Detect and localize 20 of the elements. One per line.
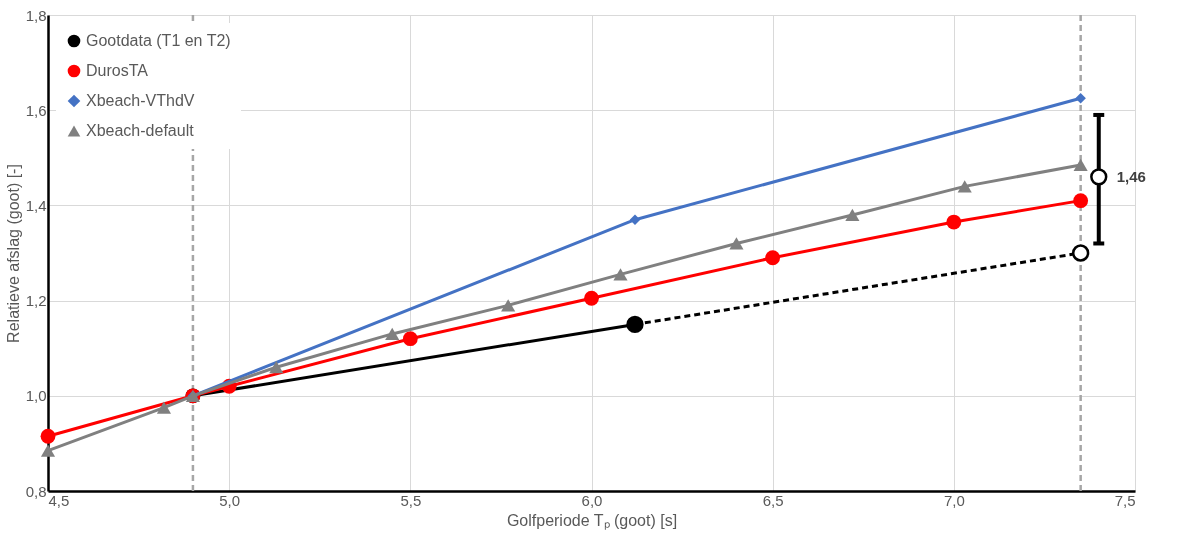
x-axis-title: Golfperiode Tₚ (goot) [s]	[506, 511, 678, 530]
y-axis-title: Relatieve afslag (goot) [-]	[4, 164, 22, 343]
legend-label: Xbeach-default	[86, 122, 195, 139]
y-tick-label: 1,4	[25, 196, 47, 214]
data-label: 1,46	[1116, 167, 1146, 185]
legend-label: DurosTA	[86, 62, 149, 79]
legend-label: Xbeach-VThdV	[86, 92, 195, 109]
y-tick-label: 1,8	[25, 6, 47, 24]
x-tick-label: 7,0	[943, 491, 965, 509]
x-tick-label: 5,0	[219, 491, 241, 509]
legend-label: Gootdata (T1 en T2)	[86, 32, 231, 49]
x-tick-label: 6,5	[762, 491, 784, 509]
x-tick-label: 4,5	[48, 491, 70, 509]
x-tick-label: 6,0	[581, 491, 603, 509]
x-tick-label: 7,5	[1114, 491, 1136, 509]
y-tick-label: 1,6	[25, 101, 47, 119]
y-tick-label: 0,8	[25, 482, 47, 500]
y-tick-label: 1,0	[25, 387, 47, 405]
x-tick-label: 5,5	[400, 491, 422, 509]
y-tick-label: 1,2	[25, 292, 47, 310]
